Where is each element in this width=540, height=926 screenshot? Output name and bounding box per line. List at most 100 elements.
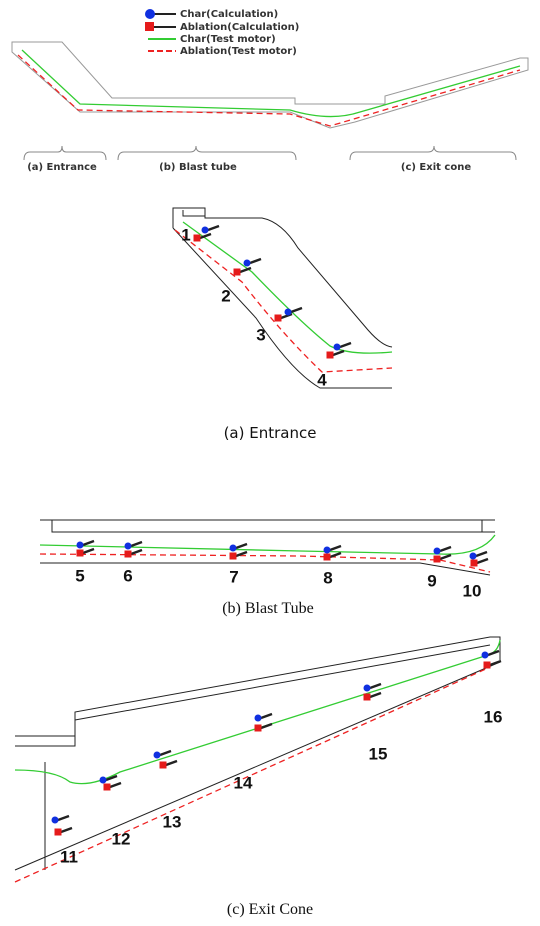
ablation-tick <box>369 691 382 699</box>
char-marker <box>481 651 489 659</box>
ablation-marker <box>254 724 262 732</box>
ablation-marker <box>159 761 167 769</box>
panel-blast-tube: (b) Blast Tube <box>39 519 496 617</box>
ablation-tick <box>329 551 342 559</box>
ablation-marker <box>54 828 62 836</box>
ablation-tick <box>489 659 502 667</box>
ablation-marker <box>483 661 491 669</box>
ablation-tick <box>130 548 143 556</box>
legend-label: Ablation(Test motor) <box>180 46 297 57</box>
ablation-marker <box>229 552 237 560</box>
legend-label: Char(Calculation) <box>180 9 278 20</box>
char-tick <box>235 542 248 550</box>
brace <box>23 145 107 161</box>
point-label: 5 <box>75 566 84 585</box>
point-label: 9 <box>427 571 436 590</box>
char-tick <box>105 774 118 782</box>
char-line <box>21 49 521 118</box>
char-marker <box>76 541 84 549</box>
caption: (b) Blast Tube <box>222 600 314 617</box>
panel-entrance: (a) Entrance <box>172 207 393 442</box>
point-label: 2 <box>221 286 230 305</box>
char-tick <box>329 544 342 552</box>
wall <box>40 519 495 533</box>
ablation-marker <box>470 559 478 567</box>
char-marker <box>243 259 251 267</box>
ablation-line <box>17 54 521 127</box>
char-marker <box>201 226 209 234</box>
legend-label: Ablation(Calculation) <box>180 22 299 33</box>
ablation-tick <box>199 232 212 240</box>
wall <box>172 227 392 389</box>
panel-exit-cone: (c) Exit Cone <box>14 636 501 918</box>
point-label: 14 <box>234 773 253 792</box>
section-label: (a) Entrance <box>27 162 97 173</box>
ablation-tick <box>332 349 345 357</box>
legend-marker <box>145 9 155 19</box>
ablation-tick <box>109 781 122 789</box>
brace <box>117 145 297 161</box>
char-marker <box>153 751 161 759</box>
char-tick <box>130 540 143 548</box>
ablation-tick <box>60 826 73 834</box>
caption: (c) Exit Cone <box>227 901 313 918</box>
caption: (a) Entrance <box>224 424 317 442</box>
ablation-tick <box>239 266 252 274</box>
point-label: 11 <box>60 847 78 866</box>
point-label: 12 <box>112 829 131 848</box>
point-label: 13 <box>163 812 182 831</box>
wall <box>14 661 501 871</box>
char-marker <box>51 816 59 824</box>
char-marker <box>254 714 262 722</box>
char-line <box>182 221 393 354</box>
char-tick <box>159 749 172 757</box>
legend-marker <box>145 22 154 31</box>
char-marker <box>229 544 237 552</box>
ablation-line <box>14 667 489 883</box>
ablation-tick <box>235 550 248 558</box>
point-label: 7 <box>229 567 238 586</box>
brace <box>349 145 517 161</box>
section-label: (b) Blast tube <box>159 162 237 173</box>
char-tick <box>249 257 262 265</box>
point-label: 4 <box>317 370 327 389</box>
legend: Char(Calculation) Ablation(Calculation) … <box>145 9 299 57</box>
ablation-marker <box>274 314 282 322</box>
char-tick <box>369 682 382 690</box>
point-label: 15 <box>369 744 388 763</box>
ablation-tick <box>82 547 95 555</box>
char-marker <box>124 542 132 550</box>
ablation-marker <box>326 351 334 359</box>
wall <box>172 207 393 348</box>
point-label: 16 <box>484 707 503 726</box>
char-marker <box>333 343 341 351</box>
ablation-marker <box>233 268 241 276</box>
char-tick <box>439 545 452 553</box>
char-marker <box>433 547 441 555</box>
char-marker <box>469 552 477 560</box>
char-tick <box>207 224 220 232</box>
ablation-marker <box>323 553 331 561</box>
char-tick <box>57 814 70 822</box>
ablation-line <box>39 553 491 573</box>
ablation-marker <box>193 234 201 242</box>
char-tick <box>487 649 500 657</box>
char-tick <box>290 306 303 314</box>
char-tick <box>339 341 352 349</box>
ablation-marker <box>76 549 84 557</box>
ablation-marker <box>124 550 132 558</box>
ablation-marker <box>363 693 371 701</box>
point-label: 10 <box>463 581 482 600</box>
legend-label: Char(Test motor) <box>180 34 276 45</box>
char-tick <box>475 550 488 558</box>
ablation-marker <box>433 555 441 563</box>
ablation-tick <box>260 722 273 730</box>
char-marker <box>323 546 331 554</box>
wall <box>182 210 205 217</box>
point-label: 8 <box>323 568 332 587</box>
char-tick <box>82 539 95 547</box>
char-marker <box>284 308 292 316</box>
overview: (a) Entrance (b) Blast tube (c) Exit con… <box>11 41 529 173</box>
char-line <box>14 639 501 785</box>
